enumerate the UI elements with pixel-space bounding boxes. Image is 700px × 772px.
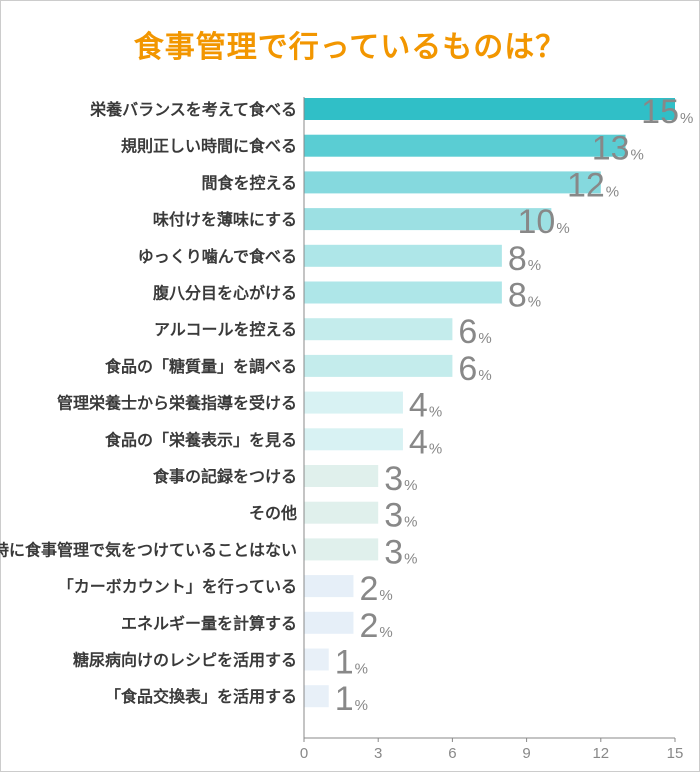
data-label: 1 [335, 644, 354, 682]
category-label: 「食品交換表」を活用する [105, 687, 297, 706]
x-tick-label: 9 [522, 745, 530, 762]
category-label: 味付けを薄味にする [153, 210, 297, 229]
data-label: 6 [458, 313, 477, 351]
data-label: 13 [592, 130, 630, 168]
unit-label: % [404, 550, 417, 567]
unit-label: % [404, 514, 417, 531]
unit-label: % [556, 220, 569, 237]
bar [304, 208, 552, 231]
bar [304, 611, 354, 634]
category-label: 「カーボカウント」を行っている [58, 577, 297, 596]
data-label: 10 [518, 203, 556, 241]
data-label: 8 [508, 240, 527, 278]
category-label: ゆっくり噛んで食べる [138, 247, 297, 266]
unit-label: % [528, 294, 541, 311]
bar [304, 465, 379, 487]
category-label: 腹八分目を心がける [153, 284, 297, 303]
data-label: 3 [384, 460, 403, 498]
bar [304, 281, 502, 304]
unit-label: % [528, 257, 541, 274]
bar [304, 244, 502, 267]
bar [304, 648, 329, 671]
unit-label: % [606, 183, 619, 200]
data-label: 8 [508, 277, 527, 315]
category-label: 管理栄養士から栄養指導を受ける [57, 394, 297, 413]
unit-label: % [478, 330, 491, 347]
data-label: 2 [359, 570, 378, 608]
bar [304, 391, 403, 414]
data-label: 12 [567, 166, 605, 204]
unit-label: % [680, 110, 693, 127]
category-label: 特に食事管理で気をつけていることはない [0, 540, 297, 559]
bar [304, 501, 379, 524]
category-label: 間食を控える [201, 173, 297, 192]
unit-label: % [379, 587, 392, 604]
category-label: 規則正しい時間に食べる [121, 137, 297, 156]
x-tick-label: 0 [300, 745, 308, 762]
unit-label: % [429, 404, 442, 421]
category-label: 栄養バランスを考えて食べる [89, 100, 297, 119]
unit-label: % [379, 624, 392, 641]
data-label: 4 [409, 423, 428, 461]
bar [304, 98, 675, 120]
data-label: 15 [641, 93, 679, 131]
data-label: 2 [359, 607, 378, 645]
category-label: 糖尿病向けのレシピを活用する [73, 651, 297, 670]
x-tick-label: 12 [592, 745, 609, 762]
x-tick-label: 15 [667, 745, 684, 762]
unit-label: % [404, 477, 417, 494]
category-label: その他 [249, 504, 297, 523]
bar [304, 171, 601, 194]
category-label: 食品の「糖質量」を調べる [104, 357, 297, 376]
data-label: 4 [409, 387, 428, 425]
category-label: アルコールを控える [154, 320, 297, 339]
data-label: 6 [458, 350, 477, 388]
unit-label: % [631, 147, 644, 164]
data-label: 3 [384, 497, 403, 535]
unit-label: % [355, 697, 368, 714]
chart-title: 食事管理で行っているものは？ [133, 30, 567, 65]
bar [304, 538, 379, 561]
bar [304, 428, 403, 451]
bar [304, 685, 329, 708]
unit-label: % [478, 367, 491, 384]
unit-label: % [355, 661, 368, 678]
x-tick-label: 6 [448, 745, 456, 762]
category-label: 食品の「栄養表示」を見る [104, 430, 297, 449]
unit-label: % [429, 440, 442, 457]
category-label: エネルギー量を計算する [121, 614, 297, 633]
bar [304, 134, 626, 157]
category-label: 食事の記録をつける [152, 467, 297, 486]
data-label: 1 [335, 680, 354, 718]
x-tick-label: 3 [374, 745, 382, 762]
bar [304, 318, 453, 341]
data-label: 3 [384, 533, 403, 571]
bar [304, 354, 453, 377]
bar [304, 575, 354, 598]
